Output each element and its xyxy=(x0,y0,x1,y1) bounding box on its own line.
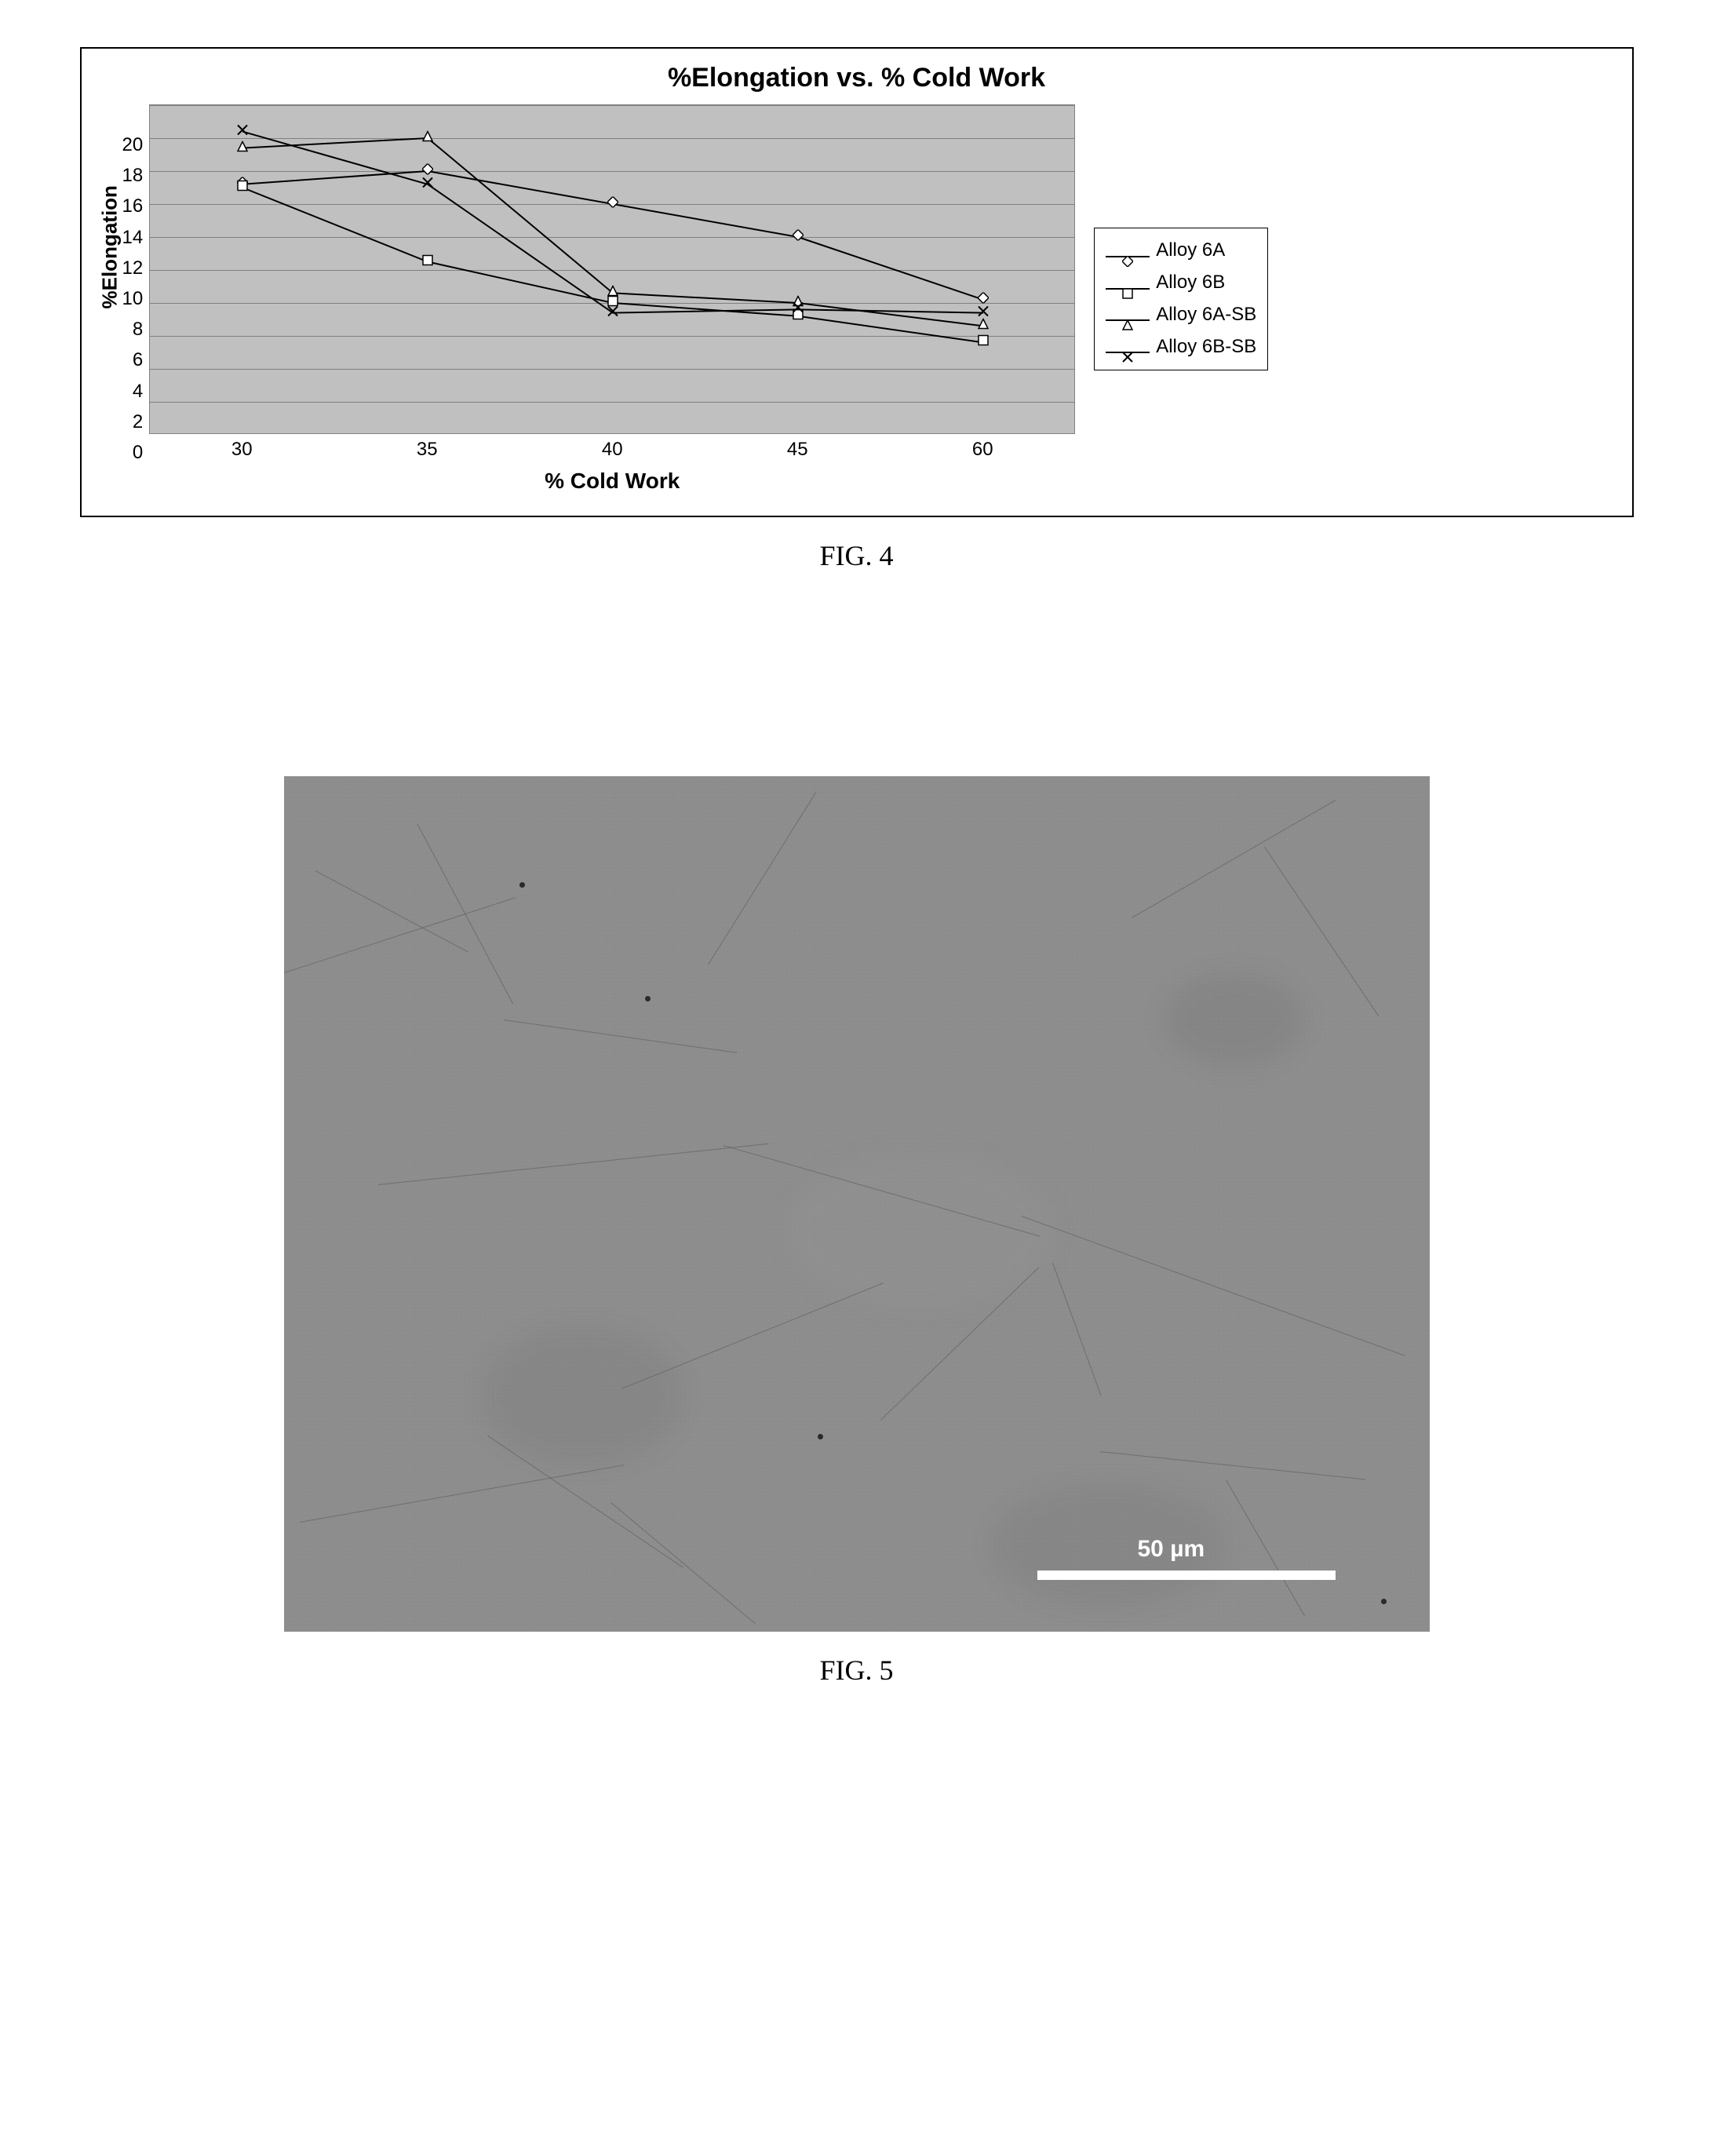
micrograph-speck xyxy=(519,882,525,888)
chart-xlabel: % Cold Work xyxy=(149,469,1075,494)
chart-ytick: 12 xyxy=(122,257,144,279)
chart-ytick: 2 xyxy=(133,411,143,433)
fig4-caption: FIG. 4 xyxy=(80,539,1634,572)
chart-ytick: 16 xyxy=(122,195,144,217)
chart-legend: Alloy 6AAlloy 6BAlloy 6A-SBAlloy 6B-SB xyxy=(1094,228,1268,370)
micrograph-scale-label: 50 µm xyxy=(1138,1536,1205,1563)
chart-ytick: 8 xyxy=(133,319,143,341)
chart-xtick: 40 xyxy=(519,439,705,461)
chart-marker xyxy=(978,305,989,320)
micrograph-smudge xyxy=(786,1153,1053,1310)
chart-marker xyxy=(422,177,433,192)
fig5-caption: FIG. 5 xyxy=(80,1654,1634,1687)
legend-label: Alloy 6A-SB xyxy=(1156,299,1256,331)
chart-title: %Elongation vs. % Cold Work xyxy=(100,63,1613,93)
micrograph-speck xyxy=(818,1434,823,1439)
micrograph-speck xyxy=(1381,1599,1387,1604)
micrograph-smudge xyxy=(480,1326,684,1467)
chart-plot-area xyxy=(149,104,1075,434)
chart-xtick: 45 xyxy=(705,439,890,461)
chart-marker xyxy=(607,305,618,320)
chart-ytick: 6 xyxy=(133,349,143,371)
chart-ytick: 4 xyxy=(133,381,143,403)
micrograph-smudge xyxy=(1163,972,1304,1067)
chart-yticks: 20181614121086420 xyxy=(122,134,150,464)
legend-row: Alloy 6A xyxy=(1106,235,1256,267)
micrograph-scale-bar xyxy=(1037,1570,1336,1580)
chart-ytick: 10 xyxy=(122,288,144,310)
legend-label: Alloy 6B-SB xyxy=(1156,331,1256,363)
micrograph-speck xyxy=(645,996,651,1001)
chart-ytick: 20 xyxy=(122,134,144,156)
chart-xtick: 30 xyxy=(149,439,334,461)
chart-ytick: 14 xyxy=(122,227,144,249)
chart-ytick: 18 xyxy=(122,165,144,187)
chart-marker xyxy=(237,124,248,139)
chart-ylabel: %Elongation xyxy=(97,290,122,308)
chart-xtick: 35 xyxy=(334,439,519,461)
chart-fig4-container: %Elongation vs. % Cold Work %Elongation … xyxy=(80,47,1634,517)
micrograph-fig5: 50 µm xyxy=(284,776,1430,1632)
chart-xtick: 60 xyxy=(890,439,1075,461)
legend-label: Alloy 6B xyxy=(1156,267,1225,299)
chart-marker xyxy=(793,302,804,317)
legend-label: Alloy 6A xyxy=(1156,235,1225,267)
chart-plot-wrap: %Elongation 20181614121086420 3035404560… xyxy=(100,104,1076,494)
chart-series xyxy=(150,105,1076,435)
chart-ytick: 0 xyxy=(133,442,143,464)
chart-xticks: 3035404560 xyxy=(149,439,1075,461)
